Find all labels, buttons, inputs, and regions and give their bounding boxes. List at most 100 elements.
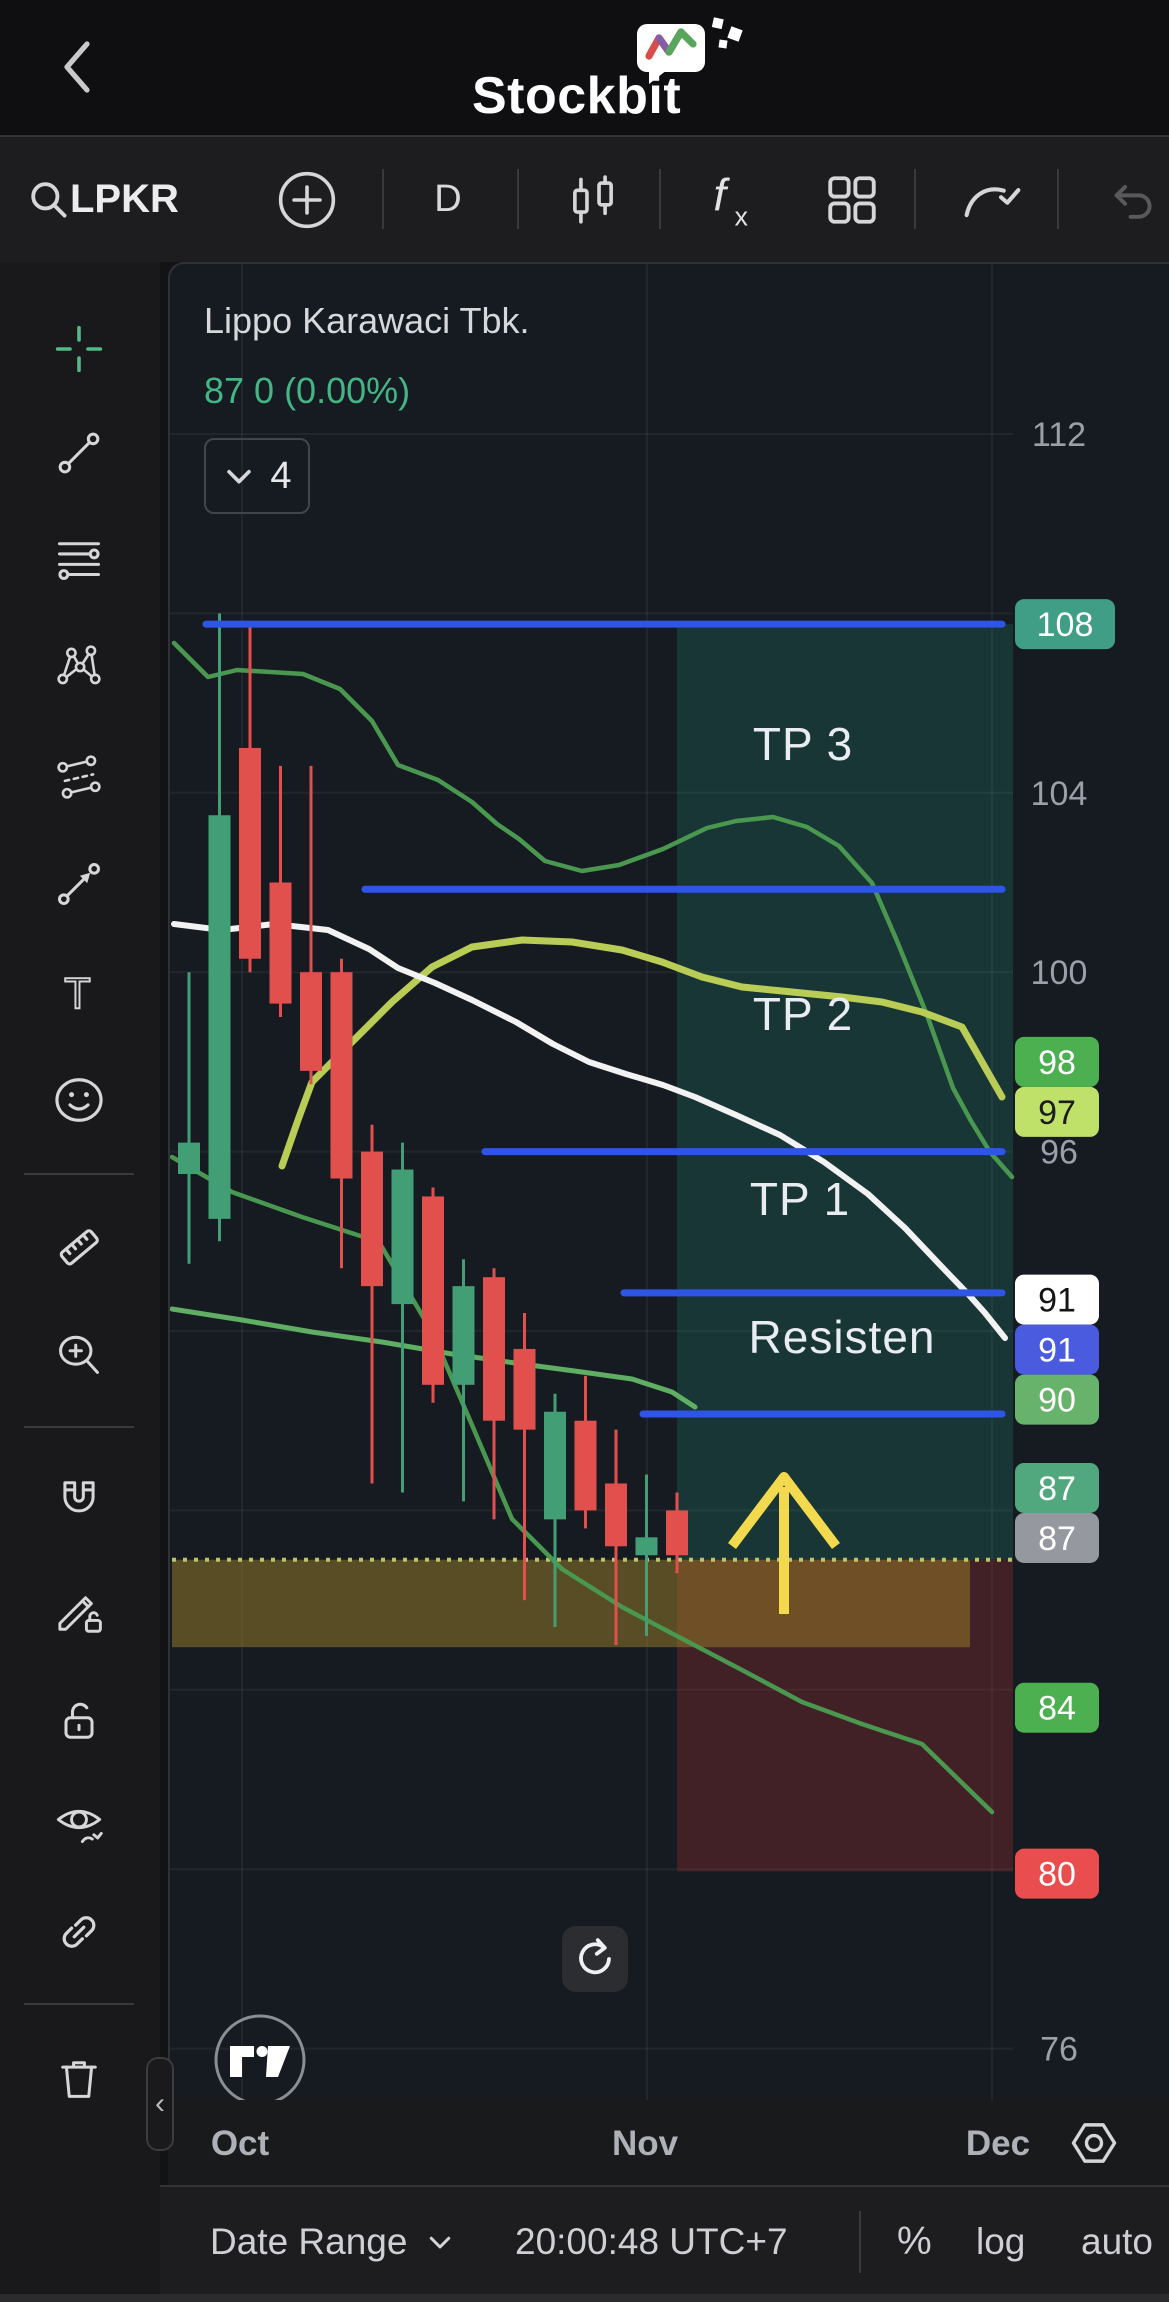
ruler-tool[interactable] xyxy=(51,1219,107,1275)
candle-body xyxy=(422,1196,444,1385)
overlay-bollinger-lower xyxy=(170,1154,995,1815)
interval-button[interactable]: D xyxy=(434,178,462,220)
candle-body xyxy=(391,1169,414,1305)
svg-text:x: x xyxy=(735,201,749,231)
date-range-button[interactable]: Date Range xyxy=(210,2187,455,2296)
drawing-sync-lock-tool[interactable] xyxy=(51,1583,107,1639)
axis-settings-icon[interactable] xyxy=(1065,2114,1123,2172)
candle-body xyxy=(513,1348,536,1430)
price-badge[interactable]: 87 xyxy=(1015,1462,1099,1513)
price-tick: 100 xyxy=(1031,954,1088,992)
horizontal-lines-tool[interactable] xyxy=(51,532,107,588)
emoji-tool[interactable] xyxy=(51,1072,107,1128)
candle-body xyxy=(452,1286,475,1385)
candle-body xyxy=(605,1483,627,1547)
candle-body xyxy=(208,815,231,1219)
time-axis[interactable]: Oct Nov Dec xyxy=(168,2100,1169,2185)
tradingview-logo[interactable] xyxy=(213,2013,307,2100)
crosshair-tool[interactable] xyxy=(51,321,107,377)
zone-label: Resisten xyxy=(749,1311,936,1363)
candle-body xyxy=(574,1420,597,1511)
candlestick-style-button[interactable] xyxy=(558,137,628,262)
svg-text:80: 80 xyxy=(1038,1856,1076,1894)
link-tool[interactable] xyxy=(51,1904,107,1960)
candle-body xyxy=(361,1151,383,1287)
price-tick: 112 xyxy=(1032,416,1086,454)
sidebar-collapse-handle[interactable]: ‹ xyxy=(146,2057,174,2151)
refresh-button[interactable] xyxy=(562,1926,628,1992)
price-badge[interactable]: 87 xyxy=(1015,1512,1099,1563)
draw-brush-button[interactable] xyxy=(950,137,1030,262)
arrow-tool[interactable] xyxy=(51,856,107,912)
chevron-down-icon xyxy=(227,469,252,484)
chart-toolbar: LPKR D f x xyxy=(0,135,1169,262)
candle-body xyxy=(544,1411,566,1520)
auto-scale-button[interactable]: auto xyxy=(1081,2220,1154,2262)
price-badge[interactable]: 98 xyxy=(1015,1036,1099,1087)
zone-label: TP 3 xyxy=(753,718,853,770)
drawings-count: 4 xyxy=(270,454,292,497)
chart-title: Lippo Karawaci Tbk. xyxy=(204,300,530,341)
log-scale-button[interactable]: log xyxy=(976,2220,1026,2262)
back-button[interactable] xyxy=(48,34,108,100)
toolbar-separator xyxy=(914,169,916,229)
stockbit-bubble-icon xyxy=(637,17,743,84)
svg-text:f: f xyxy=(713,169,730,220)
home-indicator-strip xyxy=(0,2294,1169,2302)
hide-drawings-tool[interactable] xyxy=(51,1796,107,1852)
clock-timezone[interactable]: 20:00:48 UTC+7 xyxy=(515,2220,788,2262)
undo-button[interactable] xyxy=(1096,137,1169,262)
layout-grid-button[interactable] xyxy=(815,137,889,262)
indicators-fx-button[interactable]: f x xyxy=(695,137,769,262)
symbol-search-button[interactable]: LPKR xyxy=(70,177,179,221)
svg-text:90: 90 xyxy=(1038,1382,1076,1420)
overlay-bollinger-upper xyxy=(171,640,1015,1180)
svg-text:87: 87 xyxy=(1038,1470,1076,1508)
svg-text:87: 87 xyxy=(1038,1520,1076,1558)
toolbar-separator xyxy=(382,169,384,229)
price-badge[interactable]: 108 xyxy=(1015,599,1115,650)
price-badge[interactable]: 91 xyxy=(1015,1274,1099,1325)
search-icon[interactable] xyxy=(26,137,72,262)
text-tool[interactable]: T xyxy=(51,965,107,1021)
candle-body xyxy=(330,972,353,1179)
sidebar-footer-strip xyxy=(0,2185,160,2296)
unlock-tool[interactable] xyxy=(51,1693,107,1749)
price-chart[interactable]: TP 3 TP 2 TP 1 Resisten 112 104 100 96 76 108 98 97… xyxy=(170,264,1169,2100)
svg-text:91: 91 xyxy=(1038,1282,1076,1320)
toolbar-separator xyxy=(659,169,661,229)
trend-line-tool[interactable] xyxy=(51,425,107,481)
parallel-channel-tool[interactable] xyxy=(51,749,107,805)
trash-tool[interactable] xyxy=(51,2051,107,2107)
toolbar-separator xyxy=(1057,169,1059,229)
price-badge[interactable]: 91 xyxy=(1015,1324,1099,1375)
price-badge[interactable]: 84 xyxy=(1015,1682,1099,1733)
buy-arrow[interactable] xyxy=(728,1472,840,1614)
price-badge[interactable]: 90 xyxy=(1015,1374,1099,1425)
price-badge[interactable]: 97 xyxy=(1015,1086,1099,1137)
sidebar-divider xyxy=(24,1426,134,1428)
chart-panel: TP 3 TP 2 TP 1 Resisten 112 104 100 96 76 108 98 97… xyxy=(168,262,1169,2100)
chart-footer-bar: Date Range 20:00:48 UTC+7 % log auto xyxy=(160,2185,1169,2296)
time-axis-label: Nov xyxy=(611,2124,679,2163)
drawings-dropdown[interactable]: 4 xyxy=(204,438,310,514)
svg-text:98: 98 xyxy=(1038,1044,1076,1082)
chart-price-summary: 87 0 (0.00%) xyxy=(204,370,411,411)
candle-body xyxy=(635,1537,658,1556)
sidebar-divider xyxy=(24,2003,134,2005)
svg-text:T: T xyxy=(64,970,90,1018)
app-header: Stockbit xyxy=(0,0,1169,135)
compare-add-button[interactable] xyxy=(270,137,344,262)
price-badge[interactable]: 80 xyxy=(1015,1848,1099,1899)
zoom-in-tool[interactable] xyxy=(51,1326,107,1382)
candle-body xyxy=(239,747,261,959)
percent-scale-button[interactable]: % xyxy=(897,2219,932,2263)
candle-body xyxy=(300,972,322,1071)
price-tick: 96 xyxy=(1040,1134,1078,1172)
footer-divider xyxy=(859,2211,861,2273)
candle-body xyxy=(178,1142,200,1175)
xabcd-pattern-tool[interactable] xyxy=(51,639,107,695)
magnet-tool[interactable] xyxy=(51,1471,107,1527)
toolbar-separator xyxy=(517,169,519,229)
svg-text:84: 84 xyxy=(1038,1690,1076,1728)
